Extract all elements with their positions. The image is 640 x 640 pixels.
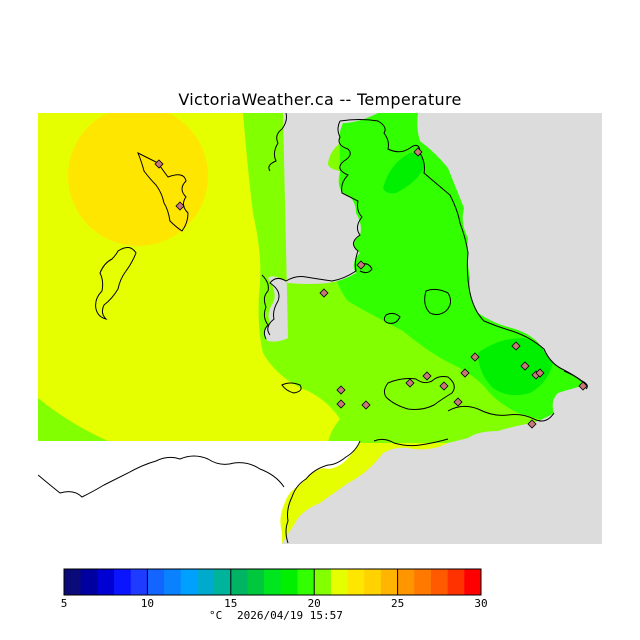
station-marker: [511, 341, 521, 351]
station-marker: [405, 378, 415, 388]
temperature-map: [38, 113, 602, 544]
legend-band: [114, 569, 132, 595]
legend-tick-label: 15: [224, 597, 237, 608]
timestamp-value: 2026/04/19 15:57: [236, 609, 343, 622]
station-marker: [453, 397, 463, 407]
zone-17-18-north: [383, 152, 425, 194]
legend-band: [447, 569, 465, 595]
land-outside-grid: [38, 441, 360, 544]
legend-band: [80, 569, 98, 595]
zone-17-18-east: [478, 338, 553, 396]
station-marker: [460, 368, 470, 378]
legend-ticks: 5 10 15 20 25 30: [61, 569, 488, 608]
legend-band: [130, 569, 148, 595]
map-title: VictoriaWeather.ca -- Temperature: [178, 90, 462, 109]
legend-band: [214, 569, 232, 595]
legend-tick-label: 10: [141, 597, 154, 608]
stations: [154, 147, 588, 429]
legend-band: [247, 569, 265, 595]
zone-19-20-southwest: [38, 398, 108, 441]
station-marker: [336, 385, 346, 395]
legend-band: [147, 569, 165, 595]
legend-band: [97, 569, 115, 595]
legend-band: [164, 569, 182, 595]
legend-unit: °C: [209, 609, 223, 622]
legend-band: [397, 569, 415, 595]
station-marker: [439, 381, 449, 391]
legend-band: [430, 569, 449, 595]
no-data-east: [282, 113, 602, 544]
color-legend: 5 10 15 20 25 30: [61, 568, 488, 608]
station-marker: [527, 419, 537, 429]
legend-color-bands: [64, 569, 482, 595]
station-marker: [336, 399, 346, 409]
legend-band: [364, 569, 382, 595]
legend-timestamp: °C 2026/04/19 15:57: [0, 609, 560, 622]
station-marker: [535, 368, 545, 378]
legend-band: [180, 569, 198, 595]
legend-band: [64, 569, 82, 595]
legend-band: [414, 569, 432, 595]
station-marker: [422, 371, 432, 381]
station-marker: [154, 159, 164, 169]
legend-band: [297, 569, 315, 595]
station-marker: [520, 361, 530, 371]
station-marker: [578, 381, 588, 391]
legend-band: [314, 569, 332, 595]
station-marker: [319, 288, 329, 298]
station-marker: [356, 260, 366, 270]
station-marker: [361, 400, 371, 410]
station-marker: [175, 201, 185, 211]
legend-tick-label: 20: [308, 597, 321, 608]
zone-21-22: [68, 113, 208, 246]
legend-band: [464, 569, 482, 595]
station-marker: [470, 352, 480, 362]
legend-band: [264, 569, 282, 595]
legend-band: [197, 569, 215, 595]
legend-band: [380, 569, 399, 595]
legend-tick-label: 25: [391, 597, 404, 608]
legend-tick-label: 5: [61, 597, 68, 608]
legend-tick-label: 30: [474, 597, 487, 608]
legend-band: [347, 569, 365, 595]
station-marker: [413, 147, 423, 157]
legend-band: [280, 569, 299, 595]
legend-band: [330, 569, 349, 595]
coastlines: [38, 113, 588, 544]
no-data-north-west: [243, 113, 378, 342]
legend-band: [230, 569, 248, 595]
